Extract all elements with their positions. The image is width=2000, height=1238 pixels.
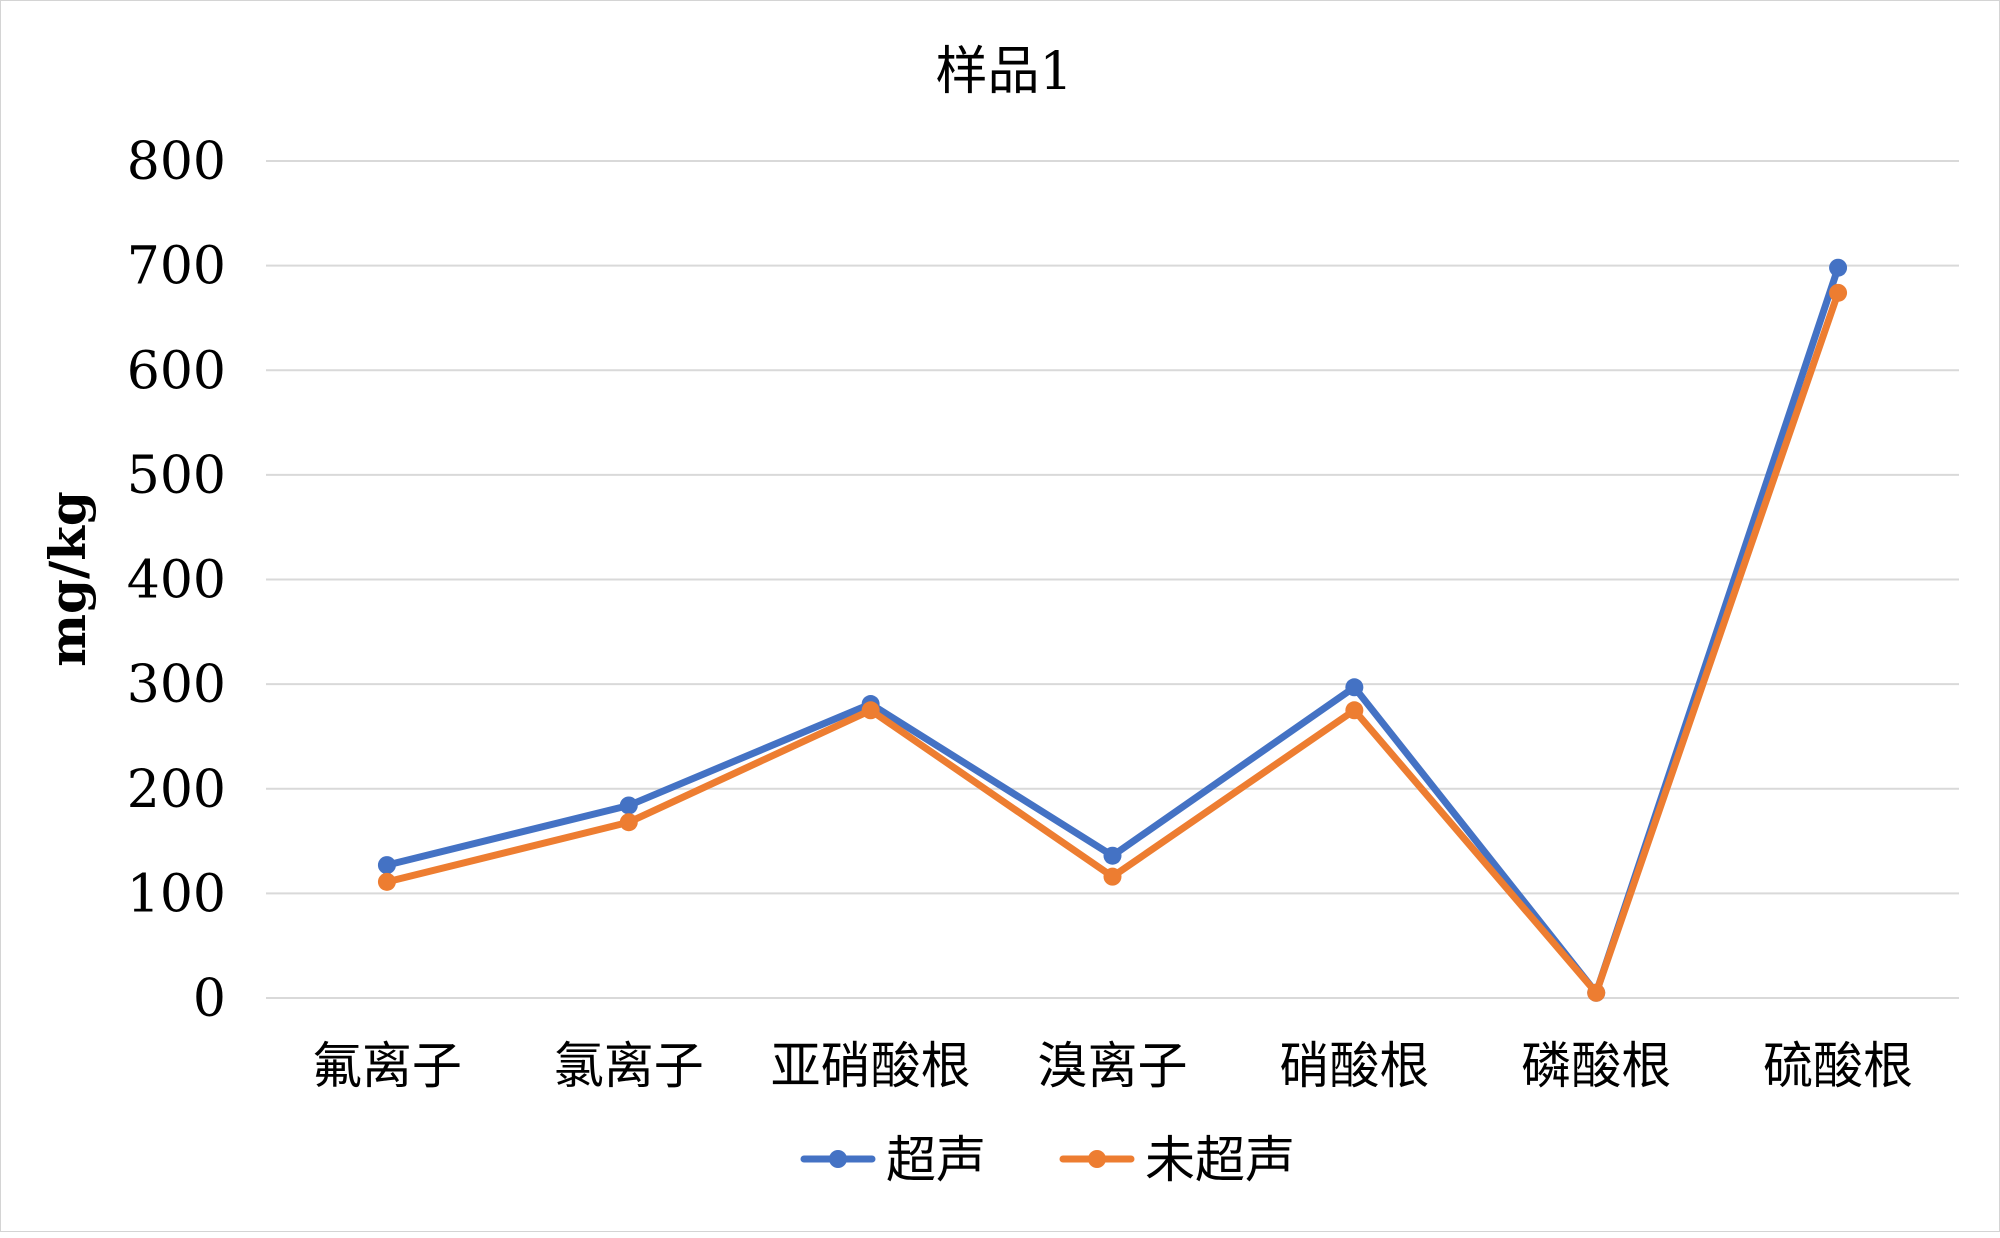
y-tick-label: 200	[127, 760, 226, 820]
y-tick-label: 400	[127, 551, 226, 611]
data-point	[1345, 701, 1364, 720]
legend-label: 未超声	[1145, 1131, 1295, 1189]
series-line	[383, 289, 1842, 997]
legend-item: 未超声	[1059, 1131, 1295, 1189]
x-tick-label: 氯离子	[554, 1037, 704, 1095]
y-tick-label: 0	[193, 969, 226, 1029]
legend-item: 超声	[800, 1131, 986, 1189]
y-tick-label: 300	[127, 655, 226, 715]
data-point	[1829, 258, 1848, 277]
legend-point-marker	[829, 1150, 847, 1168]
legend: 超声 未超声	[800, 1131, 1295, 1189]
x-tick-label: 溴离子	[1038, 1037, 1188, 1095]
x-tick-label: 硫酸根	[1763, 1037, 1913, 1095]
x-tick-label: 磷酸根	[1521, 1037, 1671, 1095]
legend-point-marker	[1088, 1150, 1106, 1168]
y-tick-label: 600	[127, 341, 226, 401]
data-point	[861, 701, 880, 720]
data-point	[377, 872, 396, 891]
data-point	[1103, 867, 1122, 886]
y-tick-label: 700	[127, 237, 226, 297]
x-tick-label: 氟离子	[312, 1037, 462, 1095]
x-tick-label: 亚硝酸根	[771, 1037, 971, 1095]
y-axis-label: mg/kg	[38, 491, 97, 667]
data-point	[1345, 678, 1364, 697]
chart-title: 样品1	[935, 42, 1072, 102]
data-point	[1103, 846, 1122, 865]
data-point	[1829, 283, 1848, 302]
x-axis-ticks: 氟离子 氯离子 亚硝酸根 溴离子 硝酸根 磷酸根 硫酸根	[312, 1037, 1913, 1095]
x-tick-label: 硝酸根	[1279, 1037, 1429, 1095]
data-point	[619, 813, 638, 832]
series-2	[377, 283, 1848, 1002]
gridlines	[266, 160, 1959, 999]
data-point	[619, 796, 638, 815]
data-point	[1587, 983, 1606, 1002]
y-tick-label: 500	[127, 446, 226, 506]
legend-label: 超声	[886, 1131, 986, 1189]
y-tick-label: 800	[127, 132, 226, 192]
data-point	[377, 856, 396, 875]
series-lines	[377, 258, 1848, 1002]
y-tick-label: 100	[127, 864, 226, 924]
y-axis-ticks: 0 100 200 300 400 500 600 700 800	[127, 132, 226, 1029]
